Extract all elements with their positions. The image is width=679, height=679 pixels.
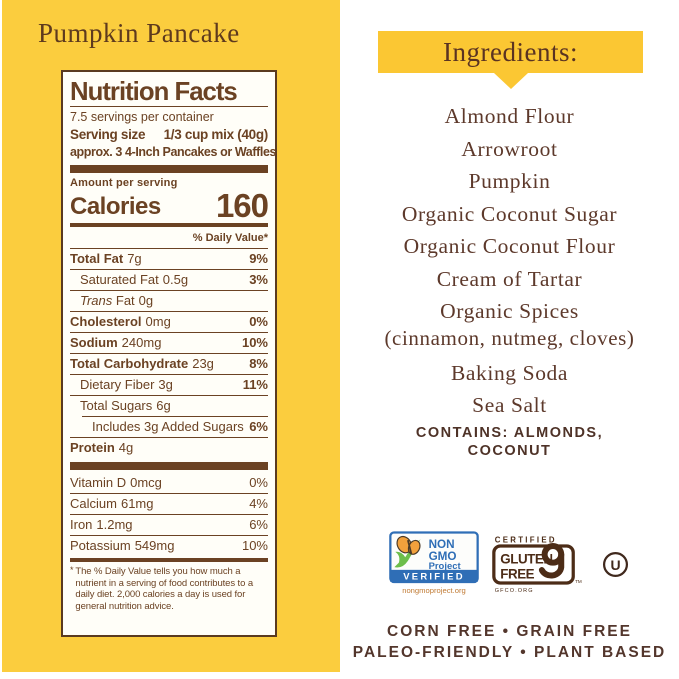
vitamin-rows: Vitamin D 0mcg 0% Calcium 61mg 4% Iron 1.2m… bbox=[70, 473, 268, 556]
divider-thick bbox=[70, 462, 268, 470]
svg-text:U: U bbox=[610, 556, 620, 572]
ingredients-banner: Ingredients: bbox=[378, 31, 643, 89]
nutrient-row-protein: Protein 4g bbox=[70, 437, 268, 458]
nutrient-row-sodium: Sodium 240mg 10% bbox=[70, 332, 268, 353]
right-ingredients-panel: Ingredients: Almond Flour Arrowroot Pump… bbox=[340, 0, 679, 679]
claims-line-2: PALEO-FRIENDLY • PLANT BASED bbox=[352, 644, 667, 661]
calories-value: 160 bbox=[215, 187, 269, 224]
gluten-free-g-icon bbox=[538, 542, 565, 579]
svg-text:nongmoproject.org: nongmoproject.org bbox=[402, 586, 466, 595]
non-gmo-project-verified-badge: NON GMO Project VERIFIED nongmoproject.o… bbox=[389, 531, 479, 595]
ingredients-title: Ingredients: bbox=[443, 36, 578, 67]
ingredient-item: Organic Spices bbox=[440, 299, 579, 323]
divider-medium bbox=[70, 558, 268, 562]
vitamin-row-iron: Iron 1.2mg 6% bbox=[70, 514, 268, 535]
certified-gluten-free-badge: CERTIFIED GLUTEN FREE TM GFCO.ORG bbox=[492, 535, 582, 594]
svg-text:FREE: FREE bbox=[500, 566, 534, 581]
svg-text:Project: Project bbox=[429, 561, 462, 572]
daily-value-header: % Daily Value* bbox=[192, 232, 268, 244]
svg-text:GFCO.ORG: GFCO.ORG bbox=[495, 588, 534, 594]
left-yellow-panel: Pumpkin Pancake Nutrition Facts 7.5 serv… bbox=[2, 0, 340, 672]
nutrient-row-total-carbohydrate: Total Carbohydrate 23g 8% bbox=[70, 353, 268, 374]
nutrient-row-cholesterol: Cholesterol 0mg 0% bbox=[70, 311, 268, 332]
ingredient-item: Arrowroot bbox=[461, 136, 558, 161]
amount-per-serving-label: Amount per serving bbox=[70, 177, 178, 189]
svg-text:GLUTEN: GLUTEN bbox=[500, 551, 552, 566]
ingredient-item: Sea Salt bbox=[472, 393, 547, 417]
calories-row: Calories 160 bbox=[70, 187, 269, 224]
nutrition-facts-heading: Nutrition Facts bbox=[70, 76, 238, 106]
nutrient-row-trans-fat: Trans Fat 0g bbox=[70, 290, 268, 311]
svg-text:GMO: GMO bbox=[429, 550, 457, 563]
nutrient-row-saturated-fat: Saturated Fat 0.5g 3% bbox=[70, 269, 268, 290]
serving-size-value: 1/3 cup mix (40g) bbox=[163, 127, 269, 142]
ingredient-item-detail: (cinnamon, nutmeg, cloves) bbox=[384, 325, 635, 350]
serving-size-note: approx. 3 4-Inch Pancakes or Waffles bbox=[70, 145, 277, 159]
vitamin-row-potassium: Potassium 549mg 10% bbox=[70, 535, 268, 556]
nutrition-facts-panel: Nutrition Facts 7.5 servings per contain… bbox=[61, 70, 277, 637]
serving-size-row: Serving size 1/3 cup mix (40g) bbox=[70, 126, 268, 144]
diet-claims: CORN FREE • GRAIN FREE PALEO-FRIENDLY • … bbox=[340, 621, 679, 663]
ingredient-item: Cream of Tartar bbox=[436, 266, 583, 291]
vitamin-row-vitamin-d: Vitamin D 0mcg 0% bbox=[70, 475, 268, 490]
ingredient-item: Baking Soda bbox=[450, 360, 569, 385]
svg-text:TM: TM bbox=[575, 578, 582, 583]
nutrient-row-added-sugars: Includes 3g Added Sugars 6% bbox=[82, 416, 268, 437]
svg-text:CERTIFIED: CERTIFIED bbox=[495, 535, 557, 544]
ingredient-item: Organic Coconut Sugar bbox=[401, 201, 618, 226]
allergen-statement: CONTAINS: ALMONDS, COCONUT bbox=[415, 425, 604, 459]
serving-size-label: Serving size bbox=[70, 127, 146, 142]
daily-value-footnote: * The % Daily Value tells you how much a… bbox=[70, 565, 253, 612]
banner-notch bbox=[493, 73, 528, 89]
nutrient-row-total-fat: Total Fat 7g 9% bbox=[70, 248, 268, 269]
vitamin-row-calcium: Calcium 61mg 4% bbox=[70, 493, 268, 514]
svg-text:NON: NON bbox=[429, 538, 455, 551]
divider-thick bbox=[70, 165, 268, 173]
divider-medium bbox=[70, 223, 268, 227]
butterfly-icon bbox=[396, 535, 421, 555]
ingredient-item: Almond Flour bbox=[444, 104, 575, 128]
servings-per-container: 7.5 servings per container bbox=[70, 110, 214, 124]
certification-badges: NON GMO Project VERIFIED nongmoproject.o… bbox=[340, 531, 679, 597]
ingredient-item: Pumpkin bbox=[468, 169, 551, 193]
calories-label: Calories bbox=[70, 193, 161, 220]
product-title: Pumpkin Pancake bbox=[38, 18, 240, 48]
ingredient-item: Organic Coconut Flour bbox=[403, 234, 616, 258]
claims-line-1: CORN FREE • GRAIN FREE bbox=[387, 623, 632, 640]
divider bbox=[70, 106, 268, 107]
nutrient-row-dietary-fiber: Dietary Fiber 3g 11% bbox=[70, 374, 268, 395]
kosher-ou-icon: U bbox=[602, 551, 629, 577]
svg-text:VERIFIED: VERIFIED bbox=[403, 571, 465, 582]
nutrient-row-total-sugars: Total Sugars 6g bbox=[70, 395, 268, 416]
nutrient-rows: Total Fat 7g 9% Saturated Fat 0.5g 3% Tran… bbox=[70, 248, 268, 458]
ingredients-list: Almond Flour Arrowroot Pumpkin Organic C… bbox=[340, 100, 679, 422]
